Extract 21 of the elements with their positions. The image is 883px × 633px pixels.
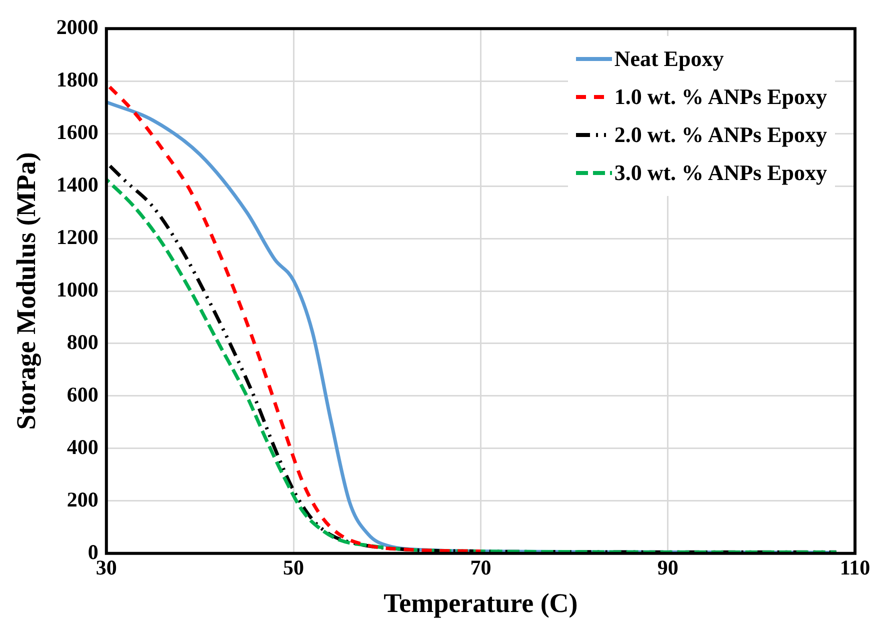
y-tick-label: 1200 <box>56 224 98 249</box>
y-tick-label: 200 <box>66 487 98 512</box>
x-tick-label: 90 <box>657 555 678 580</box>
legend-label: 3.0 wt. % ANPs Epoxy <box>614 160 827 186</box>
legend-label: Neat Epoxy <box>614 46 724 72</box>
legend-label: 1.0 wt. % ANPs Epoxy <box>614 84 827 110</box>
y-tick-label: 0 <box>88 540 98 564</box>
y-tick-label: 1600 <box>56 120 98 144</box>
x-tick-label: 50 <box>283 555 304 580</box>
y-tick-label: 1800 <box>56 68 98 92</box>
y-axis-title: Storage Modulus (MPa) <box>11 152 42 430</box>
x-axis-title: Temperature (C) <box>384 588 578 618</box>
x-tick-label: 70 <box>470 555 492 580</box>
y-tick-label: 1400 <box>56 172 98 196</box>
y-tick-label: 800 <box>66 330 98 354</box>
y-tick-label: 400 <box>66 434 98 459</box>
y-tick-label: 2000 <box>56 15 98 40</box>
y-tick-label: 1000 <box>56 277 98 302</box>
legend-label: 2.0 wt. % ANPs Epoxy <box>614 122 827 148</box>
y-tick-label: 600 <box>66 382 98 406</box>
x-tick-label: 110 <box>840 555 870 580</box>
